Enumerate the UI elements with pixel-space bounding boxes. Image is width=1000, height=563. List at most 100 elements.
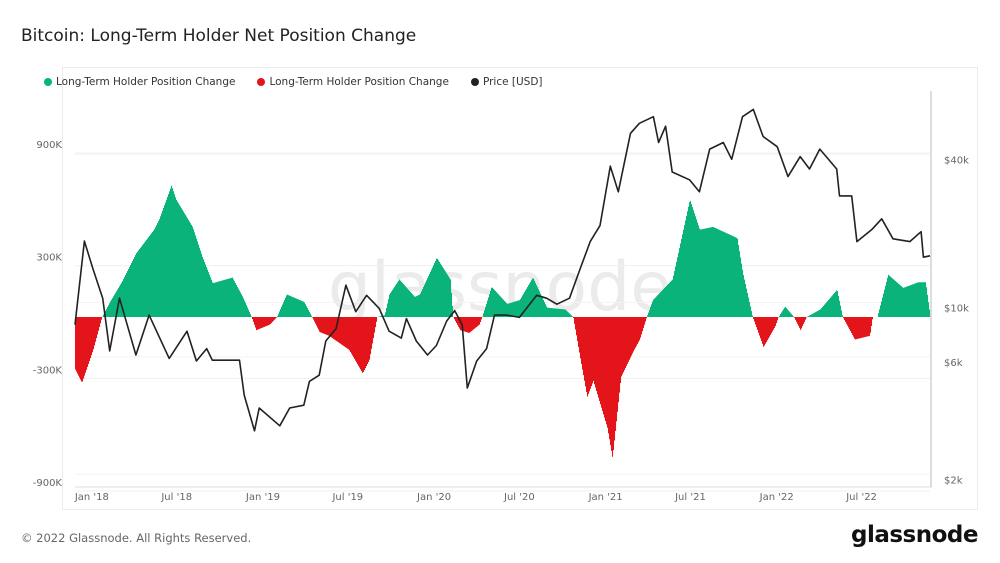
- position-bar-positive: [446, 273, 448, 317]
- position-bar-negative: [637, 317, 639, 344]
- legend-item-ltf-negative[interactable]: Long-Term Holder Position Change: [257, 76, 449, 88]
- position-bar-negative: [864, 317, 866, 338]
- position-bar-negative: [610, 317, 612, 446]
- position-bar-positive: [204, 261, 206, 317]
- position-bar-positive: [887, 277, 889, 317]
- position-bar-negative: [585, 317, 587, 387]
- position-bar-negative: [611, 317, 613, 451]
- position-bar-positive: [146, 239, 148, 317]
- position-bar-positive: [526, 288, 528, 317]
- position-bar-positive: [715, 228, 717, 317]
- position-bar-positive: [239, 290, 241, 317]
- position-bar-positive: [300, 300, 302, 317]
- position-bar-negative: [317, 317, 319, 328]
- position-bar-positive: [291, 296, 293, 317]
- position-bar-positive: [137, 251, 139, 317]
- position-bar-negative: [605, 317, 607, 422]
- position-bar-negative: [322, 317, 324, 334]
- position-bar-negative: [344, 317, 346, 347]
- position-bar-positive: [500, 296, 502, 317]
- legend-item-price[interactable]: Price [USD]: [470, 76, 543, 88]
- position-bar-positive: [212, 282, 214, 317]
- position-bar-positive: [653, 299, 655, 317]
- position-bar-negative: [256, 317, 258, 331]
- position-bar-positive: [808, 316, 810, 317]
- position-bar-negative: [618, 317, 620, 403]
- position-bar-negative: [272, 317, 274, 322]
- position-bar-positive: [892, 278, 894, 317]
- position-bar-positive: [408, 289, 410, 317]
- position-bar-positive: [483, 313, 485, 317]
- position-bar-positive: [417, 295, 419, 317]
- position-bar-negative: [770, 317, 772, 335]
- position-bar-positive: [115, 292, 117, 317]
- position-bar-positive: [789, 311, 791, 317]
- position-bar-positive: [695, 216, 697, 317]
- position-bar-positive: [688, 206, 690, 317]
- position-bar-positive: [810, 314, 812, 317]
- position-bar-positive: [383, 315, 385, 317]
- position-bar-positive: [286, 295, 288, 317]
- position-bar-negative: [844, 317, 846, 321]
- x-tick-label: Jan '20: [416, 492, 451, 503]
- position-bar-positive: [301, 300, 303, 317]
- position-bar-positive: [708, 227, 710, 317]
- position-bar-positive: [129, 267, 131, 317]
- position-bar-negative: [332, 317, 334, 339]
- position-bar-positive: [439, 261, 441, 317]
- position-bar-positive: [736, 237, 738, 317]
- position-bar-positive: [740, 257, 742, 317]
- position-bar-positive: [307, 308, 309, 317]
- position-bar-positive: [821, 308, 823, 317]
- position-bar-negative: [872, 317, 874, 320]
- position-bar-positive: [748, 297, 750, 317]
- position-bar-positive: [744, 279, 746, 317]
- position-bar-positive: [885, 285, 887, 317]
- position-bar-positive: [284, 299, 286, 317]
- position-bar-positive: [310, 313, 312, 317]
- position-bar-negative: [766, 317, 768, 342]
- position-bar-negative: [753, 317, 755, 319]
- position-bar-positive: [705, 228, 707, 317]
- position-bar-negative: [802, 317, 804, 327]
- position-bar-positive: [448, 276, 450, 317]
- position-bar-positive: [248, 309, 250, 317]
- position-bar-positive: [717, 228, 719, 317]
- position-bar-positive: [515, 301, 517, 317]
- position-bar-positive: [235, 283, 237, 317]
- position-bar-negative: [342, 317, 344, 346]
- position-bar-positive: [920, 282, 922, 317]
- y-left-tick-label: 300K: [36, 253, 62, 264]
- position-bar-negative: [623, 317, 625, 373]
- position-bar-positive: [827, 301, 829, 317]
- position-bar-positive: [696, 219, 698, 317]
- position-bar-positive: [734, 236, 736, 317]
- position-bar-positive: [159, 219, 161, 317]
- position-bar-positive: [751, 310, 753, 317]
- position-bar-negative: [312, 317, 314, 318]
- position-bar-positive: [164, 205, 166, 317]
- legend-item-ltf-positive[interactable]: Long-Term Holder Position Change: [44, 76, 235, 88]
- position-bar-positive: [389, 294, 391, 317]
- position-bar-negative: [330, 317, 332, 337]
- position-bar-positive: [661, 291, 663, 317]
- position-bar-negative: [795, 317, 797, 320]
- position-bar-negative: [313, 317, 315, 320]
- position-bar-negative: [850, 317, 852, 332]
- position-bar-positive: [422, 289, 424, 317]
- position-bar-positive: [206, 267, 208, 317]
- position-bar-positive: [679, 248, 681, 317]
- position-bar-negative: [480, 317, 482, 323]
- position-bar-positive: [788, 310, 790, 317]
- position-bar-negative: [576, 317, 578, 336]
- position-bar-positive: [279, 311, 281, 317]
- position-bar-positive: [428, 276, 430, 317]
- position-bar-positive: [241, 294, 243, 317]
- x-tick-label: Jan '22: [759, 492, 794, 503]
- position-bar-negative: [269, 317, 271, 325]
- position-bar-positive: [411, 293, 413, 317]
- position-bar-positive: [143, 243, 145, 317]
- position-bar-positive: [384, 315, 386, 317]
- position-bar-negative: [760, 317, 762, 339]
- position-bar-positive: [135, 255, 137, 317]
